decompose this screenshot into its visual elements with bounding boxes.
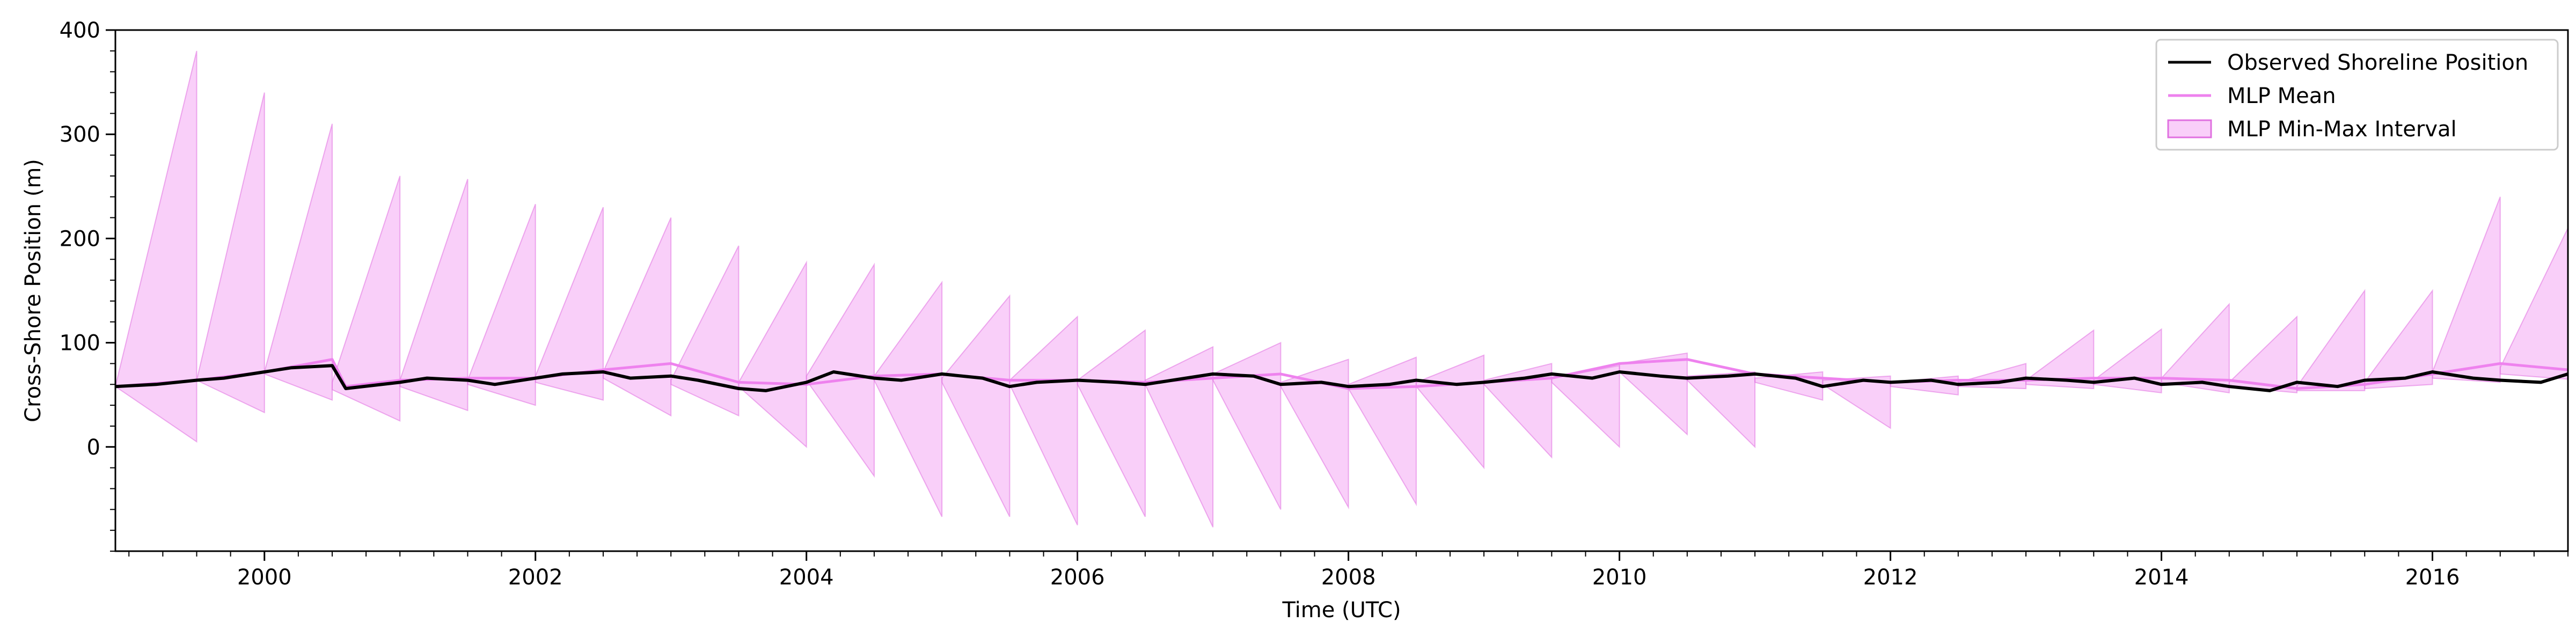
y-axis-label: Cross-Shore Position (m)	[21, 159, 46, 422]
band-segment-10	[806, 262, 875, 478]
legend: Observed Shoreline Position MLP Mean MLP…	[2155, 39, 2559, 151]
band-segment-5	[467, 203, 536, 406]
y-tick-label-200: 200	[60, 226, 100, 251]
band-segment-13	[1009, 315, 1078, 525]
band-segment-28	[2025, 329, 2095, 390]
band-segment-2	[264, 123, 333, 401]
band-segment-22	[1619, 352, 1688, 436]
observed-line	[115, 364, 2568, 392]
x-tick-label-2016: 2016	[2405, 565, 2460, 590]
band-segment-0	[114, 50, 197, 443]
band-segment-35	[2499, 228, 2568, 380]
band-segment-14	[1077, 329, 1146, 517]
plot-area-frame	[114, 29, 2569, 552]
legend-label-band: MLP Min-Max Interval	[2227, 117, 2457, 142]
band-segment-30	[2161, 303, 2230, 393]
band-segment-3	[331, 175, 401, 422]
y-tick-label-0: 0	[87, 435, 100, 460]
band-segment-34	[2432, 196, 2501, 383]
band-segment-26	[1890, 375, 1959, 396]
x-tick-label-2014: 2014	[2134, 565, 2189, 590]
band-segment-33	[2364, 289, 2433, 390]
band-segment-24	[1754, 371, 1824, 401]
band-segment-1	[196, 92, 265, 414]
y-tick-label-300: 300	[60, 122, 100, 147]
legend-box	[2155, 39, 2559, 151]
x-tick-label-2012: 2012	[1863, 565, 1918, 590]
band-segment-25	[1822, 375, 1891, 429]
x-tick-label-2006: 2006	[1050, 565, 1105, 590]
band-segment-4	[399, 179, 469, 412]
band-segment-23	[1686, 371, 1756, 449]
y-tick-label-400: 400	[60, 18, 100, 43]
x-axis-label: Time (UTC)	[1282, 598, 1401, 623]
x-tick-label-2010: 2010	[1592, 565, 1647, 590]
x-tick-label-2000: 2000	[237, 565, 292, 590]
band-segment-21	[1551, 365, 1620, 449]
band-segment-12	[941, 294, 1011, 517]
y-tick-label-100: 100	[60, 331, 100, 356]
x-axis-ticks: 2000 2002 2004 2006 2008 2010 2012 2014 2016	[128, 551, 2568, 590]
band-segment-8	[670, 245, 740, 417]
band-segment-32	[2296, 289, 2366, 391]
legend-label-observed: Observed Shoreline Position	[2227, 50, 2528, 75]
band-segment-7	[602, 217, 672, 417]
band-segment-18	[1348, 356, 1417, 507]
band-segment-6	[535, 207, 604, 401]
observed-layer	[115, 364, 2568, 392]
band-segment-11	[873, 280, 943, 517]
x-tick-label-2004: 2004	[779, 565, 834, 590]
band-segment-19	[1415, 354, 1485, 470]
y-axis-ticks: 0 100 200 300 400	[60, 18, 115, 552]
band-segment-9	[738, 260, 807, 449]
x-tick-label-2008: 2008	[1321, 565, 1376, 590]
x-tick-label-2002: 2002	[508, 565, 563, 590]
legend-swatch-band	[2167, 119, 2212, 138]
band-segment-16	[1212, 342, 1282, 510]
legend-label-mean: MLP Mean	[2227, 84, 2336, 108]
